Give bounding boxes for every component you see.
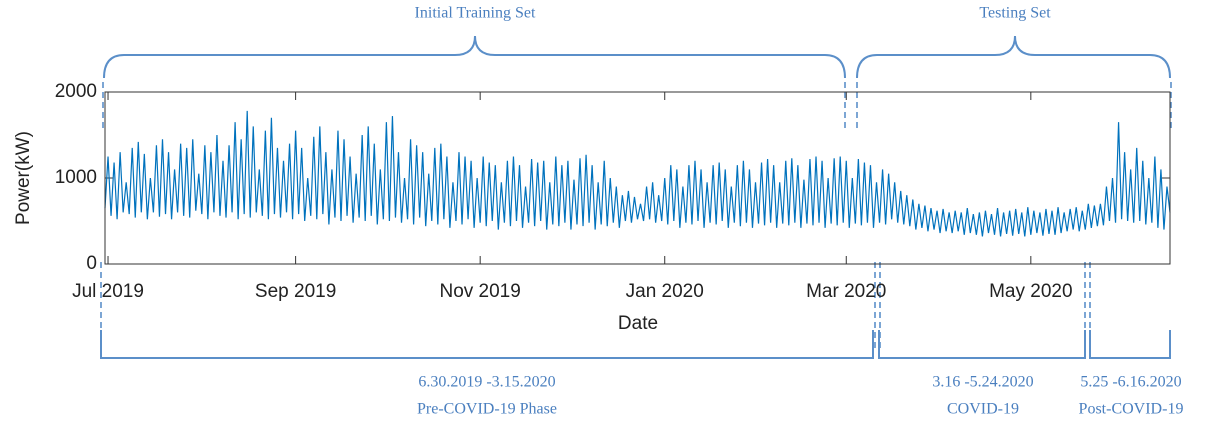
training-brace xyxy=(103,35,846,79)
pre-bracket xyxy=(100,330,874,359)
plot-frame xyxy=(104,91,1171,265)
pre-dates: 6.30.2019 -3.15.2020 xyxy=(418,374,555,391)
training-label: Initial Training Set xyxy=(415,5,536,22)
post-dates: 5.25 -6.16.2020 xyxy=(1080,374,1181,391)
testing-brace xyxy=(856,35,1171,79)
post-bracket xyxy=(1089,330,1171,359)
x-tick-label: Mar 2020 xyxy=(806,281,886,302)
pre-phase: Pre-COVID-19 Phase xyxy=(417,401,557,418)
y-tick-label: 1000 xyxy=(55,167,97,188)
y-tick-label: 0 xyxy=(86,253,97,274)
x-tick-label: Sep 2019 xyxy=(255,281,336,302)
covid-dates: 3.16 -5.24.2020 xyxy=(932,374,1033,391)
x-axis-label: Date xyxy=(618,313,658,334)
x-tick-label: May 2020 xyxy=(989,281,1072,302)
y-tick-label: 2000 xyxy=(55,81,97,102)
annotations: Initial Training Set Testing Set 6.30.20… xyxy=(100,5,1184,418)
y-axis-label: Power(kW) xyxy=(13,131,34,225)
post-phase: Post-COVID-19 xyxy=(1079,401,1184,418)
power-line xyxy=(104,110,1171,237)
covid-bracket xyxy=(878,330,1086,359)
x-tick-label: Jan 2020 xyxy=(626,281,704,302)
x-tick-label: Jul 2019 xyxy=(72,281,144,302)
x-tick-label: Nov 2019 xyxy=(439,281,520,302)
covid-phase: COVID-19 xyxy=(947,401,1019,418)
testing-label: Testing Set xyxy=(979,5,1051,22)
